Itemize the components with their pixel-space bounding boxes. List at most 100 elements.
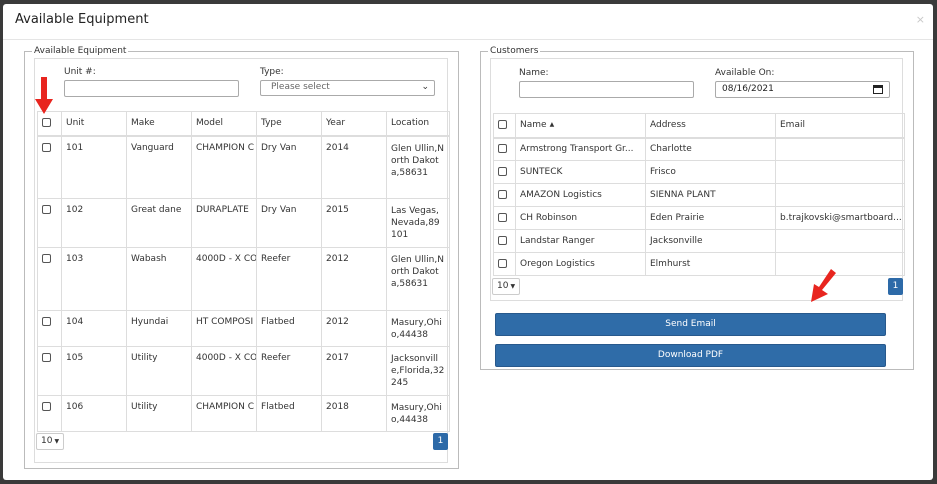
cell-address: Charlotte <box>645 137 776 161</box>
row-checkbox[interactable] <box>42 254 51 263</box>
row-checkbox[interactable] <box>498 236 507 245</box>
type-select[interactable]: Please select ⌄ <box>260 80 435 96</box>
column-header-type[interactable]: Type <box>256 111 322 137</box>
row-checkbox[interactable] <box>498 213 507 222</box>
table-row[interactable]: 101 Vanguard CHAMPION C Dry Van 2014 Gle… <box>37 135 450 199</box>
cell-model: HT COMPOSI <box>191 310 257 347</box>
modal-header: Available Equipment × <box>3 4 933 40</box>
equipment-table: Unit Make Model Type Year Location 101 V… <box>37 111 450 432</box>
column-header-name[interactable]: Name ▲ <box>515 113 646 139</box>
equipment-page-button[interactable]: 1 <box>433 433 448 450</box>
table-row[interactable]: CH Robinson Eden Prairie b.trajkovski@sm… <box>493 206 905 230</box>
select-all-checkbox[interactable] <box>42 118 51 128</box>
cell-unit: 101 <box>61 135 127 199</box>
cell-make: Vanguard <box>126 135 192 199</box>
cell-email <box>775 160 905 184</box>
customer-name-input[interactable] <box>519 81 694 98</box>
table-row[interactable]: SUNTECK Frisco <box>493 160 905 184</box>
customers-fieldset: Customers <box>480 46 914 370</box>
caret-down-icon: ▼ <box>54 438 60 445</box>
cell-location: Jacksonville,Florida,32245 <box>386 346 450 396</box>
cell-make: Utility <box>126 346 192 396</box>
cell-model: 4000D - X CO <box>191 247 257 311</box>
table-row[interactable]: 104 Hyundai HT COMPOSI Flatbed 2012 Masu… <box>37 310 450 347</box>
type-label: Type: <box>260 67 284 77</box>
download-pdf-button[interactable]: Download PDF <box>495 344 886 367</box>
cell-type: Flatbed <box>256 310 322 347</box>
cell-unit: 104 <box>61 310 127 347</box>
row-checkbox[interactable] <box>498 167 507 176</box>
cell-email <box>775 229 905 253</box>
customers-header-row: Name ▲ Address Email <box>493 113 905 139</box>
select-all-customers-cell[interactable] <box>493 113 516 139</box>
column-header-year[interactable]: Year <box>321 111 387 137</box>
table-row[interactable]: 106 Utility CHAMPION C Flatbed 2018 Masu… <box>37 395 450 432</box>
column-header-unit[interactable]: Unit <box>61 111 127 137</box>
table-row[interactable]: AMAZON Logistics SIENNA PLANT <box>493 183 905 207</box>
column-header-address[interactable]: Address <box>645 113 776 139</box>
caret-down-icon: ▼ <box>510 283 516 290</box>
row-checkbox[interactable] <box>498 259 507 268</box>
cell-location: Masury,Ohio,44438 <box>386 310 450 347</box>
equipment-legend: Available Equipment <box>34 46 127 56</box>
column-header-make[interactable]: Make <box>126 111 192 137</box>
cell-year: 2014 <box>321 135 387 199</box>
cell-type: Dry Van <box>256 198 322 248</box>
cell-address: Eden Prairie <box>645 206 776 230</box>
row-checkbox[interactable] <box>42 205 51 214</box>
type-select-value: Please select <box>271 82 330 92</box>
customers-page-button[interactable]: 1 <box>888 278 903 295</box>
row-checkbox[interactable] <box>42 317 51 326</box>
cell-year: 2012 <box>321 247 387 311</box>
cell-year: 2018 <box>321 395 387 432</box>
calendar-icon[interactable] <box>873 85 883 94</box>
cell-year: 2017 <box>321 346 387 396</box>
cell-email: b.trajkovski@smartboard... <box>775 206 905 230</box>
row-checkbox[interactable] <box>42 142 51 152</box>
close-icon[interactable]: × <box>915 13 925 26</box>
cell-type: Dry Van <box>256 135 322 199</box>
column-header-model[interactable]: Model <box>191 111 257 137</box>
select-all-checkbox-cell[interactable] <box>37 111 62 137</box>
red-arrow-down-icon <box>35 77 53 114</box>
cell-name: Oregon Logistics <box>515 252 646 276</box>
cell-make: Hyundai <box>126 310 192 347</box>
table-row[interactable]: 102 Great dane DURAPLATE Dry Van 2015 La… <box>37 198 450 248</box>
cell-unit: 105 <box>61 346 127 396</box>
cell-model: CHAMPION C <box>191 135 257 199</box>
customers-panel: Name: Available On: 08/16/2021 Name ▲ Add… <box>490 58 905 301</box>
cell-address: Frisco <box>645 160 776 184</box>
cell-type: Flatbed <box>256 395 322 432</box>
cell-address: SIENNA PLANT <box>645 183 776 207</box>
customers-page-size-select[interactable]: 10 ▼ <box>492 278 520 295</box>
select-all-customers-checkbox[interactable] <box>498 120 507 130</box>
cell-location: Las Vegas,Nevada,89101 <box>386 198 450 248</box>
send-email-button[interactable]: Send Email <box>495 313 886 336</box>
sort-ascending-icon: ▲ <box>549 121 555 129</box>
cell-email <box>775 183 905 207</box>
cell-address: Elmhurst <box>645 252 776 276</box>
row-checkbox[interactable] <box>42 353 51 362</box>
row-checkbox[interactable] <box>42 402 51 411</box>
table-row[interactable]: 103 Wabash 4000D - X CO Reefer 2012 Glen… <box>37 247 450 311</box>
available-on-date-input[interactable]: 08/16/2021 <box>715 81 890 98</box>
cell-type: Reefer <box>256 247 322 311</box>
unit-input[interactable] <box>64 80 239 97</box>
customers-table: Name ▲ Address Email Armstrong Transport … <box>493 113 905 276</box>
row-checkbox[interactable] <box>498 144 507 154</box>
table-row[interactable]: 105 Utility 4000D - X CO Reefer 2017 Jac… <box>37 346 450 396</box>
equipment-page-size-select[interactable]: 10 ▼ <box>36 433 64 450</box>
column-header-location[interactable]: Location <box>386 111 450 137</box>
cell-year: 2015 <box>321 198 387 248</box>
table-row[interactable]: Landstar Ranger Jacksonville <box>493 229 905 253</box>
cell-location: Glen Ullin,North Dakota,58631 <box>386 135 450 199</box>
available-on-value: 08/16/2021 <box>722 84 774 94</box>
available-on-label: Available On: <box>715 68 775 78</box>
cell-name: CH Robinson <box>515 206 646 230</box>
row-checkbox[interactable] <box>498 190 507 199</box>
column-header-email[interactable]: Email <box>775 113 905 139</box>
table-row[interactable]: Oregon Logistics Elmhurst <box>493 252 905 276</box>
equipment-fieldset: Available Equipment <box>24 46 459 469</box>
table-row[interactable]: Armstrong Transport Gr... Charlotte <box>493 137 905 161</box>
cell-make: Great dane <box>126 198 192 248</box>
